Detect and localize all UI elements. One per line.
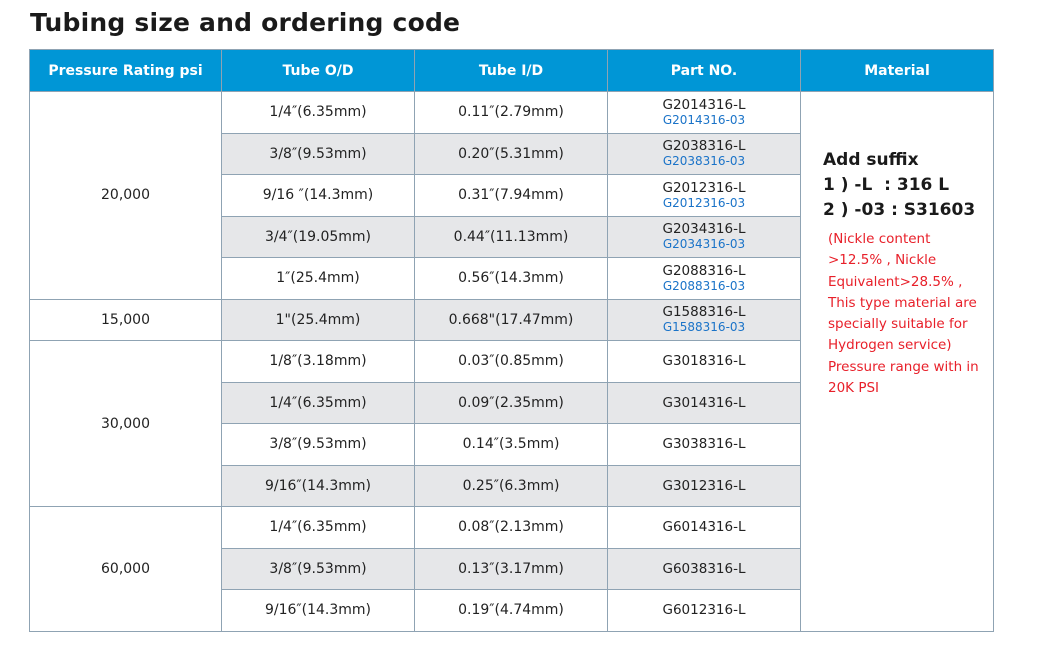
tube-id-cell: 0.20″(5.31mm) — [414, 132, 608, 175]
part-number-alt: G2012316-03 — [662, 195, 746, 210]
pressure-rating-cell: 30,000 — [29, 340, 222, 507]
note-line: 20K PSI — [828, 380, 880, 397]
tube-id-cell: 0.31″(7.94mm) — [414, 174, 608, 217]
table-row: 20,000 1/4″(6.35mm) 0.11″(2.79mm) G2014316-… — [29, 91, 994, 632]
tube-od-cell: 9/16″(14.3mm) — [221, 464, 415, 507]
tubing-table: Pressure Rating psi Tube O/D Tube I/D Pa… — [29, 49, 994, 632]
tube-od-cell: 9/16″(14.3mm) — [221, 589, 415, 632]
note-line: Equivalent>28.5% , — [828, 273, 963, 290]
table-row: 9/16 ″(14.3mm) 0.31″(7.94mm) G2012316-L G20… — [30, 174, 994, 217]
tube-id-cell: 0.14″(3.5mm) — [414, 423, 608, 466]
tube-id-cell: 0.09″(2.35mm) — [414, 381, 608, 424]
tube-id-cell: 0.03″(0.85mm) — [414, 340, 608, 383]
part-no-cell: G3012316-L — [607, 464, 801, 507]
tube-id-cell: 0.08″(2.13mm) — [414, 506, 608, 549]
part-no-cell: G1588316-L G1588316-03 — [607, 298, 801, 341]
tube-od-cell: 1/4″(6.35mm) — [221, 91, 415, 134]
table-row: 3/8″(9.53mm) 0.13″(3.17mm) G6038316-L — [30, 547, 994, 590]
part-number: G3012316-L — [662, 477, 746, 494]
header-tube-id: Tube I/D — [414, 49, 608, 92]
tube-od-cell: 3/4″(19.05mm) — [221, 215, 415, 258]
suffix-1: 1 ) -L : 316 L — [823, 175, 950, 195]
tube-od-cell: 1"(25.4mm) — [221, 298, 415, 341]
tube-od-cell: 3/8″(9.53mm) — [221, 423, 415, 466]
tube-id-cell: 0.44″(11.13mm) — [414, 215, 608, 258]
tube-od-cell: 1″(25.4mm) — [221, 257, 415, 300]
header-tube-od: Tube O/D — [221, 49, 415, 92]
material-note: (Nickle content >12.5% , Nickle Equivalent… — [823, 229, 983, 399]
suffix-title: Add suffix — [823, 150, 919, 170]
part-number: G6014316-L — [662, 519, 746, 536]
tube-id-cell: 0.19″(4.74mm) — [414, 589, 608, 632]
material-cell: Add suffix 1 ) -L : 316 L 2 ) -03 : S316… — [800, 91, 994, 632]
table-row: 1″(25.4mm) 0.56″(14.3mm) G2088316-L G208831… — [30, 257, 994, 300]
pressure-rating-cell: 60,000 — [29, 506, 222, 632]
part-no-cell: G3014316-L — [607, 381, 801, 424]
suffix-2: 2 ) -03 : S31603 — [823, 200, 976, 220]
page-title: Tubing size and ordering code — [30, 8, 461, 37]
part-number: G2014316-L — [662, 96, 746, 113]
part-number: G6038316-L — [662, 560, 746, 577]
part-number-alt: G2034316-03 — [662, 237, 746, 252]
part-number: G3014316-L — [662, 394, 746, 411]
part-number: G2012316-L — [662, 179, 746, 196]
tube-id-cell: 0.13″(3.17mm) — [414, 547, 608, 590]
note-line: Pressure range with in — [828, 358, 979, 375]
part-no-cell: G2012316-L G2012316-03 — [607, 174, 801, 217]
tube-od-cell: 1/4″(6.35mm) — [221, 506, 415, 549]
table-row: 1/4″(6.35mm) 0.09″(2.35mm) G3014316-L — [30, 381, 994, 424]
tube-od-cell: 3/8″(9.53mm) — [221, 132, 415, 175]
table-row: 3/8″(9.53mm) 0.14″(3.5mm) G3038316-L — [30, 423, 994, 466]
table-row: 3/8″(9.53mm) 0.20″(5.31mm) G2038316-L G2038… — [30, 132, 994, 175]
note-line: Hydrogen service) — [828, 337, 952, 354]
part-no-cell: G3018316-L — [607, 340, 801, 383]
part-number: G2034316-L — [662, 221, 746, 238]
part-no-cell: G6038316-L — [607, 547, 801, 590]
part-number: G3018316-L — [662, 353, 746, 370]
header-pressure: Pressure Rating psi — [29, 49, 222, 92]
tube-od-cell: 1/8″(3.18mm) — [221, 340, 415, 383]
note-line: >12.5% , Nickle — [828, 252, 937, 269]
table-row: 30,000 1/8″(3.18mm) 0.03″(0.85mm) G3018316-… — [29, 340, 994, 507]
tube-id-cell: 0.11″(2.79mm) — [414, 91, 608, 134]
tube-id-cell: 0.25″(6.3mm) — [414, 464, 608, 507]
part-no-cell: G3038316-L — [607, 423, 801, 466]
note-line: (Nickle content — [828, 231, 931, 247]
part-number: G6012316-L — [662, 602, 746, 619]
part-number: G2038316-L — [662, 138, 746, 155]
part-number: G3038316-L — [662, 436, 746, 453]
table-row: 9/16″(14.3mm) 0.19″(4.74mm) G6012316-L — [30, 589, 994, 632]
part-no-cell: G2034316-L G2034316-03 — [607, 215, 801, 258]
header-material: Material — [800, 49, 994, 92]
note-line: specially suitable for — [828, 316, 968, 333]
part-no-cell: G2014316-L G2014316-03 — [607, 91, 801, 134]
tube-od-cell: 3/8″(9.53mm) — [221, 547, 415, 590]
table-row: 15,000 1"(25.4mm) 0.668"(17.47mm) G1588316-… — [29, 298, 994, 341]
part-no-cell: G2088316-L G2088316-03 — [607, 257, 801, 300]
tube-id-cell: 0.56″(14.3mm) — [414, 257, 608, 300]
pressure-rating-cell: 20,000 — [29, 91, 222, 300]
tube-od-cell: 1/4″(6.35mm) — [221, 381, 415, 424]
tube-id-cell: 0.668"(17.47mm) — [414, 298, 608, 341]
pressure-rating-cell: 15,000 — [29, 298, 222, 341]
part-number: G2088316-L — [662, 262, 746, 279]
part-number: G1588316-L — [662, 304, 746, 321]
part-no-cell: G2038316-L G2038316-03 — [607, 132, 801, 175]
tube-od-cell: 9/16 ″(14.3mm) — [221, 174, 415, 217]
part-number-alt: G2014316-03 — [662, 112, 746, 127]
table-header-row: Pressure Rating psi Tube O/D Tube I/D Pa… — [29, 49, 994, 92]
part-number-alt: G2038316-03 — [662, 154, 746, 169]
table-row: 60,000 1/4″(6.35mm) 0.08″(2.13mm) G6014316-… — [29, 506, 994, 632]
part-no-cell: G6014316-L — [607, 506, 801, 549]
header-part-no: Part NO. — [607, 49, 801, 92]
part-no-cell: G6012316-L — [607, 589, 801, 632]
part-number-alt: G1588316-03 — [662, 320, 746, 335]
part-number-alt: G2088316-03 — [662, 278, 746, 293]
note-line: This type material are — [828, 294, 977, 311]
